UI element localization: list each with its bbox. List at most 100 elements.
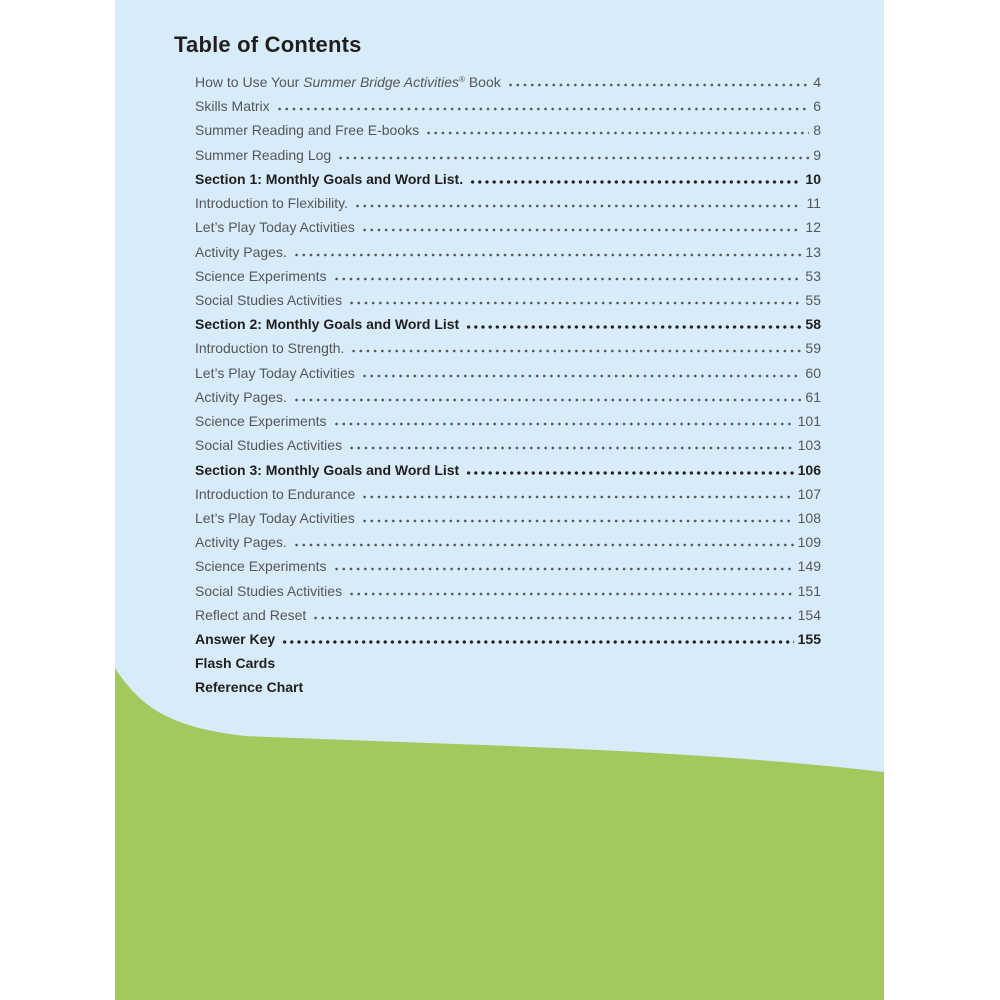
dotted-leader [281,640,794,645]
dotted-leader [332,422,794,427]
toc-entry-label: Skills Matrix [195,98,270,115]
toc-page-number: 109 [797,534,821,551]
toc-entry-label: Science Experiments [195,413,327,430]
toc-row: Summer Reading Log 9 [195,147,821,171]
toc-page-number: 154 [797,606,821,623]
toc-page-number: 12 [805,219,821,236]
dotted-leader [292,397,802,402]
toc-row: Activity Pages. 109 [195,534,821,558]
toc-row: How to Use Your Summer Bridge Activities… [195,74,821,98]
toc-row: Activity Pages. 13 [195,244,821,268]
dotted-leader [360,373,802,378]
toc-page-number: 53 [805,267,821,284]
dotted-leader [354,204,803,209]
toc-entry-label: Summer Reading and Free E-books [195,122,420,139]
toc-page: Table of Contents How to Use Your Summer… [115,0,884,1000]
toc-page-number: 60 [805,364,821,381]
dotted-leader [292,543,794,548]
toc-entry-label: Let’s Play Today Activities [195,219,355,236]
toc-row: Skills Matrix 6 [195,98,821,122]
dotted-leader [312,615,794,620]
toc-row: Answer Key 155 [195,631,821,655]
toc-page-number: 11 [806,195,821,212]
toc-row: Social Studies Activities 151 [195,583,821,607]
dotted-leader [348,300,802,305]
toc-page-number: 58 [805,316,821,333]
toc-row: Introduction to Endurance 107 [195,486,821,510]
toc-page-number: 13 [805,243,821,260]
toc-entry-label: Science Experiments [195,267,327,284]
toc-row: Summer Reading and Free E-books 8 [195,122,821,146]
toc-row: Reference Chart [195,679,821,703]
dotted-leader [425,131,810,136]
toc-page-number: 10 [805,170,821,187]
toc-page-number: 151 [797,582,821,599]
toc-row: Section 1: Monthly Goals and Word List. 1… [195,171,821,195]
toc-page-number: 6 [813,98,821,115]
toc-entry-label: Section 2: Monthly Goals and Word List [195,316,460,333]
toc-entry-label: Answer Key [195,631,276,648]
toc-entry-label: Let’s Play Today Activities [195,364,355,381]
dotted-leader [350,349,802,354]
toc-list: How to Use Your Summer Bridge Activities… [195,74,821,704]
toc-entry-label: Social Studies Activities [195,582,343,599]
dotted-leader [337,155,810,160]
toc-entry-label: How to Use Your Summer Bridge Activities… [195,74,501,90]
toc-page-number: 61 [805,388,821,405]
toc-page-number: 103 [797,437,821,454]
toc-row: Section 2: Monthly Goals and Word List 58 [195,316,821,340]
toc-entry-label: Science Experiments [195,558,327,575]
toc-row: Science Experiments 101 [195,413,821,437]
toc-entry-label: Introduction to Flexibility. [195,195,349,212]
toc-page-number: 59 [805,340,821,357]
toc-page-number: 55 [805,291,821,308]
toc-row: Introduction to Flexibility. 11 [195,195,821,219]
toc-row: Science Experiments 53 [195,268,821,292]
toc-entry-label: Let’s Play Today Activities [195,509,355,526]
toc-entry-label: Social Studies Activities [195,437,343,454]
dotted-leader [332,276,802,281]
toc-entry-label: Section 3: Monthly Goals and Word List [195,461,460,478]
toc-row: Science Experiments 149 [195,558,821,582]
dotted-leader [360,228,802,233]
toc-row: Introduction to Strength. 59 [195,340,821,364]
toc-entry-label: Reference Chart [195,679,304,696]
toc-row: Reflect and Reset 154 [195,607,821,631]
toc-page-number: 107 [797,485,821,502]
toc-page-number: 149 [797,558,821,575]
toc-row: Let’s Play Today Activities 12 [195,219,821,243]
dotted-leader [465,325,802,330]
toc-row: Social Studies Activities 103 [195,437,821,461]
toc-row: Section 3: Monthly Goals and Word List 10… [195,462,821,486]
toc-page-number: 4 [813,74,821,90]
toc-entry-label: Activity Pages. [195,534,287,551]
dotted-leader [506,83,810,87]
dotted-leader [360,518,794,523]
toc-entry-label: Social Studies Activities [195,291,343,308]
toc-page-number: 8 [813,122,821,139]
toc-page-number: 155 [797,631,821,648]
toc-page-number: 101 [797,413,821,430]
toc-row: Let’s Play Today Activities 60 [195,365,821,389]
toc-entry-label: Reflect and Reset [195,606,307,623]
dotted-leader [348,446,794,451]
dotted-leader [465,470,794,475]
toc-row: Flash Cards [195,655,821,679]
toc-page-number: 106 [797,461,821,478]
dotted-leader [292,252,802,257]
toc-entry-label: Activity Pages. [195,388,287,405]
toc-entry-label: Introduction to Strength. [195,340,345,357]
dotted-leader [275,107,810,112]
toc-entry-label: Flash Cards [195,655,276,672]
toc-row: Activity Pages. 61 [195,389,821,413]
dotted-leader [348,591,794,596]
green-wave-graphic [115,668,884,1000]
toc-row: Social Studies Activities 55 [195,292,821,316]
page-title: Table of Contents [174,32,362,57]
dotted-leader [332,567,794,572]
toc-page-number: 9 [813,146,821,163]
toc-entry-label: Summer Reading Log [195,146,332,163]
toc-row: Let’s Play Today Activities 108 [195,510,821,534]
toc-entry-label: Activity Pages. [195,243,287,260]
